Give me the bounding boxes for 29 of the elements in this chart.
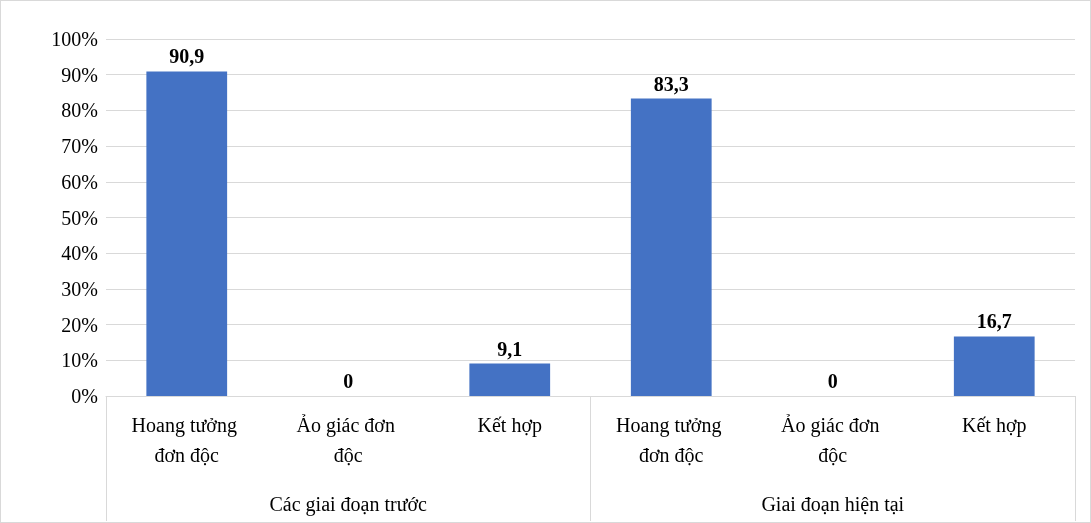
- x-tick-label: Hoang tưởng đơn độc: [131, 414, 242, 466]
- data-label: 9,1: [497, 337, 523, 360]
- y-tick-label: 30%: [61, 277, 98, 300]
- y-tick-label: 20%: [61, 313, 98, 336]
- bar: [146, 71, 228, 396]
- y-tick-label: 40%: [61, 242, 98, 265]
- data-label: 0: [827, 370, 838, 392]
- text: Giai đoạn hiện tại: [761, 493, 905, 515]
- bar: [469, 363, 551, 396]
- data-label: 90,9: [169, 45, 205, 68]
- x-tick-label: Hoang tưởng đơn độc: [616, 414, 727, 466]
- data-label: 16,7: [976, 310, 1012, 333]
- x-tick-label: Ảo giác đơn độc: [296, 414, 400, 466]
- y-tick-label: 10%: [61, 349, 98, 372]
- y-tick-label: 70%: [61, 135, 98, 158]
- y-tick-label: 90%: [61, 63, 98, 86]
- text: Các giai đoạn trước: [269, 493, 428, 516]
- data-label: 0: [343, 370, 354, 392]
- y-tick-label: 0%: [71, 385, 98, 407]
- x-tick-label: Kết hợp: [477, 414, 542, 437]
- bar: [630, 98, 712, 396]
- y-tick-label: 80%: [61, 99, 98, 122]
- x-tick-label: Kết hợp: [962, 414, 1027, 437]
- bar: [953, 336, 1035, 396]
- y-tick-label: 100%: [51, 28, 98, 50]
- y-tick-label: 60%: [61, 170, 98, 193]
- x-tick-label: Ảo giác đơn độc: [781, 414, 885, 466]
- y-tick-label: 50%: [61, 206, 98, 229]
- data-label: 83,3: [653, 72, 689, 95]
